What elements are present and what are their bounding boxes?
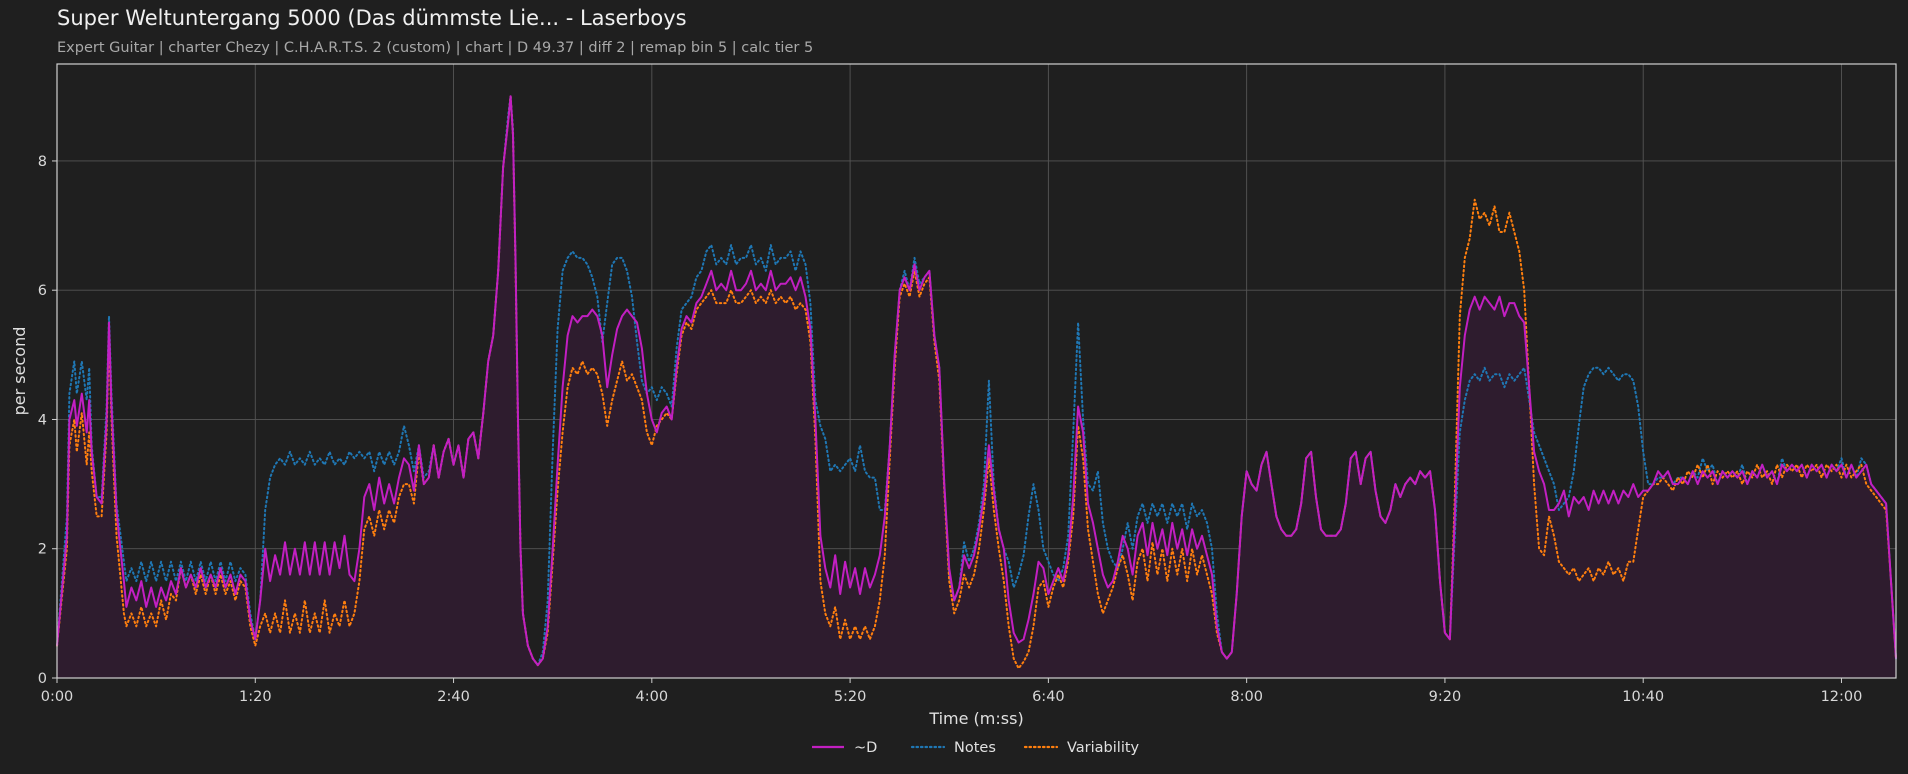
legend-label-variability: Variability [1067,740,1140,756]
x-tick-label: 9:20 [1429,689,1462,705]
legend-label-notes: Notes [954,740,996,756]
x-axis-ticks: 0:00 1:20 2:40 4:00 5:20 6:40 8:00 9:20 10:40 12:… [41,678,1863,705]
chart-title: Super Weltuntergang 5000 (Das dümmste Li… [57,6,687,30]
legend-label-d: ~D [854,740,877,756]
y-tick-label: 0 [38,671,47,687]
series-lines [56,95,1897,670]
y-tick-label: 4 [38,412,47,428]
series-fill-area [57,96,1896,679]
x-tick-label: 1:20 [239,689,272,705]
series-line-d [56,95,1897,667]
legend: ~D Notes Variability [812,740,1140,756]
x-tick-label: 12:00 [1821,689,1863,705]
x-tick-label: 4:00 [636,689,669,705]
chart-subtitle: Expert Guitar | charter Chezy | C.H.A.R.… [57,40,814,56]
x-tick-label: 8:00 [1230,689,1263,705]
axes-frame [56,63,1897,679]
y-tick-label: 8 [38,154,47,170]
x-tick-label: 0:00 [41,689,74,705]
y-tick-label: 2 [38,542,47,558]
x-tick-label: 2:40 [437,689,470,705]
y-tick-label: 6 [38,283,47,299]
x-tick-label: 10:40 [1622,689,1664,705]
y-axis-ticks: 0 2 4 6 8 [38,154,57,687]
x-tick-label: 5:20 [834,689,867,705]
y-axis-label: per second [10,327,29,416]
series-line-variability [56,95,1897,670]
series-fill-d [57,96,1896,679]
x-axis-label: Time (m:ss) [928,709,1023,728]
x-tick-label: 6:40 [1032,689,1065,705]
